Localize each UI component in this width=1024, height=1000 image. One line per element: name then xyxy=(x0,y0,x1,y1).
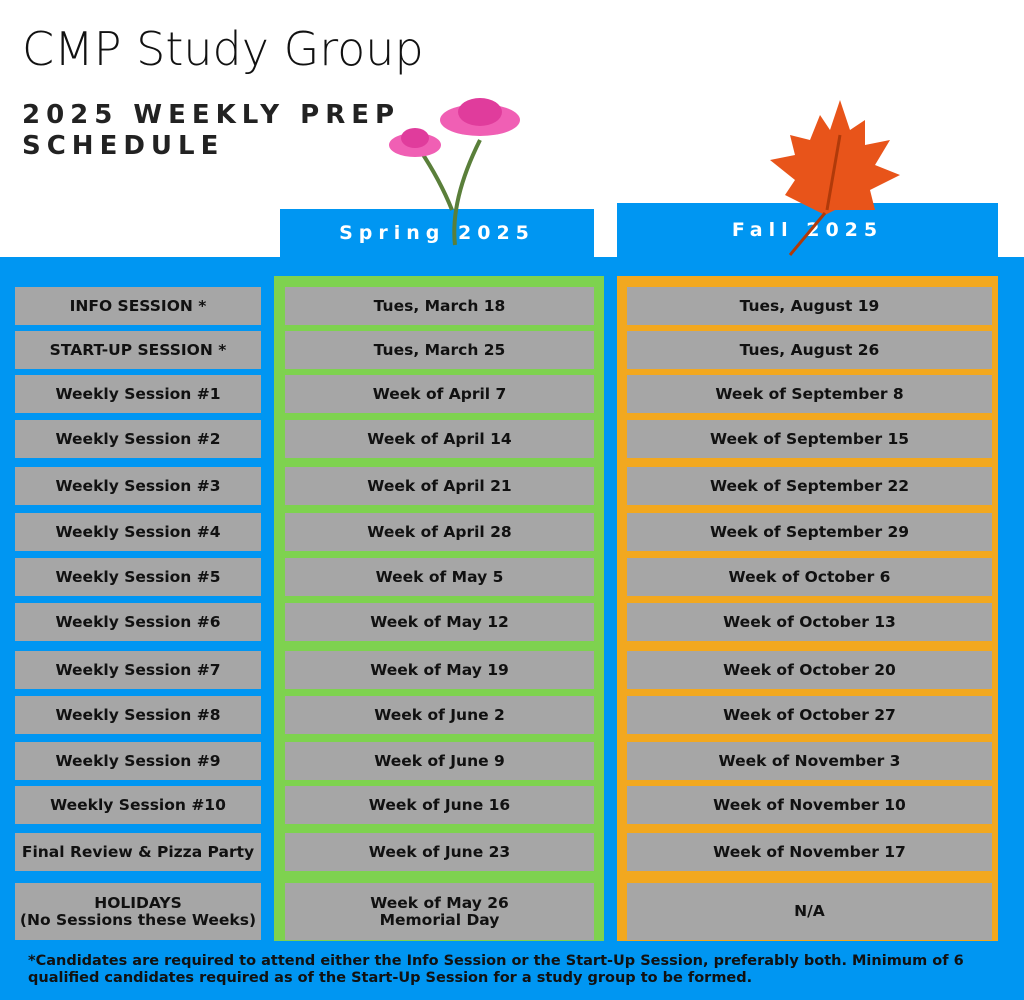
label-cell: Weekly Session #9 xyxy=(15,742,261,780)
cell-text: Week of September 15 xyxy=(709,429,910,448)
cell-text: Week of May 19 xyxy=(370,660,509,679)
cell-text: Week of November 10 xyxy=(713,795,906,814)
cell-text: Week of October 13 xyxy=(723,612,896,631)
spring-cell: Week of May 5 xyxy=(285,558,594,596)
cell-text: Week of April 28 xyxy=(367,522,512,541)
cell-text: Tues, August 19 xyxy=(739,296,880,315)
cell-text: Week of October 6 xyxy=(728,567,891,586)
cell-text: Week of September 22 xyxy=(709,476,910,495)
cell-text: Weekly Session #1 xyxy=(55,384,221,403)
cell-text: Weekly Session #3 xyxy=(55,476,221,495)
fall-cell: Week of November 3 xyxy=(627,742,992,780)
fall-cell: Tues, August 19 xyxy=(627,287,992,325)
cell-text: Week of September 29 xyxy=(709,522,910,541)
spring-cell: Week of June 9 xyxy=(285,742,594,780)
cell-text: Weekly Session #9 xyxy=(55,751,221,770)
cell-text: Final Review & Pizza Party xyxy=(21,842,255,861)
cell-text: Week of April 21 xyxy=(367,476,512,495)
label-cell: Weekly Session #3 xyxy=(15,467,261,505)
cell-text: Week of November 3 xyxy=(718,751,901,770)
spring-cell: Week of April 7 xyxy=(285,375,594,413)
fall-cell: Week of November 10 xyxy=(627,786,992,824)
cell-text: N/A xyxy=(794,902,825,920)
fall-cell: Week of October 27 xyxy=(627,696,992,734)
cell-text: Week of April 7 xyxy=(372,384,507,403)
label-cell: Weekly Session #6 xyxy=(15,603,261,641)
subtitle: 2025 WEEKLY PREP SCHEDULE xyxy=(22,100,400,162)
cell-text: Weekly Session #4 xyxy=(55,522,221,541)
cell-text: Week of May 5 xyxy=(375,567,504,586)
fall-cell: Week of October 6 xyxy=(627,558,992,596)
leaf-icon xyxy=(770,100,900,256)
fall-cell: Week of September 22 xyxy=(627,467,992,505)
cell-text: Week of April 14 xyxy=(367,429,512,448)
cell-text: Weekly Session #10 xyxy=(50,795,226,814)
cell-text: Weekly Session #8 xyxy=(55,705,221,724)
cell-text: Week of November 17 xyxy=(713,842,906,861)
cell-text: Week of May 12 xyxy=(370,612,509,631)
cell-text: HOLIDAYS xyxy=(94,893,182,912)
fall-cell: Week of October 20 xyxy=(627,651,992,689)
cell-text: Week of May 26 xyxy=(370,893,509,912)
label-cell: Weekly Session #7 xyxy=(15,651,261,689)
fall-cell: Week of October 13 xyxy=(627,603,992,641)
flower-icon xyxy=(389,98,520,246)
cell-text: Memorial Day xyxy=(379,910,500,929)
label-cell: INFO SESSION * xyxy=(15,287,261,325)
cell-text: Week of October 27 xyxy=(723,705,896,724)
cell-text: Week of June 16 xyxy=(368,795,511,814)
subtitle-line: SCHEDULE xyxy=(22,131,225,161)
cell-text: Weekly Session #7 xyxy=(55,660,221,679)
cell-text: Week of June 23 xyxy=(368,842,511,861)
spring-cell: Week of May 26 Memorial Day xyxy=(285,883,594,940)
cell-text: Tues, August 26 xyxy=(739,340,880,359)
spring-cell: Tues, March 25 xyxy=(285,331,594,369)
cell-text: Tues, March 18 xyxy=(373,296,506,315)
fall-cell: Week of September 8 xyxy=(627,375,992,413)
cell-text: INFO SESSION * xyxy=(69,296,207,315)
spring-cell: Week of April 28 xyxy=(285,513,594,551)
spring-cell: Tues, March 18 xyxy=(285,287,594,325)
spring-cell: Week of April 14 xyxy=(285,420,594,458)
cell-text: Weekly Session #6 xyxy=(55,612,221,631)
spring-header: Spring 2025 xyxy=(280,209,594,257)
fall-cell: Week of September 29 xyxy=(627,513,992,551)
fall-cell: Week of November 17 xyxy=(627,833,992,871)
fall-cell: Week of September 15 xyxy=(627,420,992,458)
spring-cell: Week of June 16 xyxy=(285,786,594,824)
title: CMP Study Group xyxy=(22,22,424,76)
cell-text: Weekly Session #2 xyxy=(55,429,221,448)
cell-text: Week of October 20 xyxy=(723,660,896,679)
fall-cell: Tues, August 26 xyxy=(627,331,992,369)
label-cell: Weekly Session #2 xyxy=(15,420,261,458)
cell-text: START-UP SESSION * xyxy=(49,340,227,359)
spring-cell: Week of May 19 xyxy=(285,651,594,689)
cell-text: Week of September 8 xyxy=(715,384,904,403)
footnote: *Candidates are required to attend eithe… xyxy=(28,953,964,986)
label-cell: Weekly Session #10 xyxy=(15,786,261,824)
label-cell: Weekly Session #5 xyxy=(15,558,261,596)
label-cell: START-UP SESSION * xyxy=(15,331,261,369)
label-cell: Weekly Session #4 xyxy=(15,513,261,551)
label-cell: HOLIDAYS (No Sessions these Weeks) xyxy=(15,883,261,940)
spring-cell: Week of April 21 xyxy=(285,467,594,505)
fall-header: Fall 2025 xyxy=(617,203,998,257)
spring-cell: Week of June 2 xyxy=(285,696,594,734)
fall-cell: N/A xyxy=(627,883,992,940)
spring-cell: Week of June 23 xyxy=(285,833,594,871)
cell-text: Weekly Session #5 xyxy=(55,567,221,586)
label-cell: Final Review & Pizza Party xyxy=(15,833,261,871)
label-cell: Weekly Session #8 xyxy=(15,696,261,734)
label-cell: Weekly Session #1 xyxy=(15,375,261,413)
cell-text: Tues, March 25 xyxy=(373,340,506,359)
subtitle-line: 2025 WEEKLY PREP xyxy=(22,100,401,130)
cell-text: Week of June 2 xyxy=(374,705,505,724)
spring-cell: Week of May 12 xyxy=(285,603,594,641)
cell-text: (No Sessions these Weeks) xyxy=(19,910,257,929)
cell-text: Week of June 9 xyxy=(374,751,505,770)
